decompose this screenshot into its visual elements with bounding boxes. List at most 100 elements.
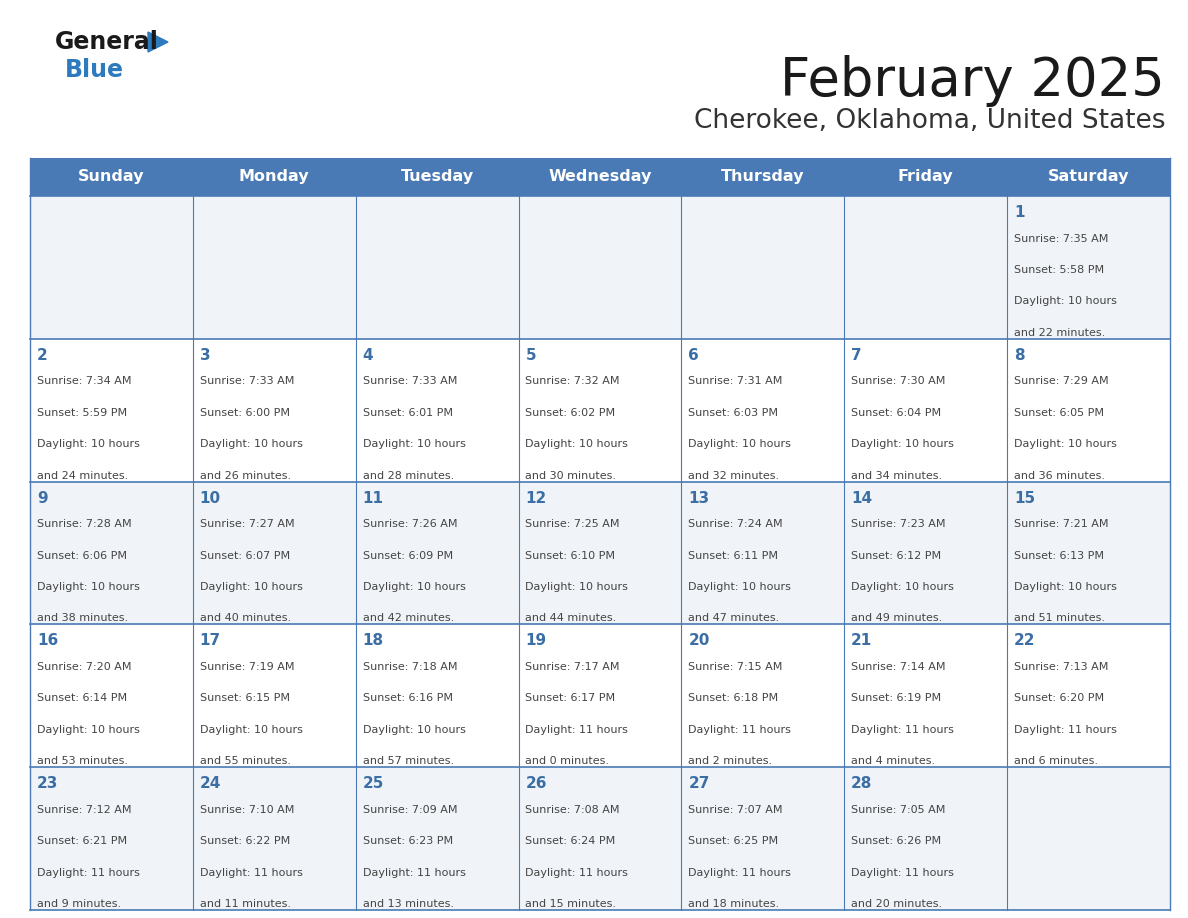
Text: Blue: Blue (65, 58, 124, 82)
Text: February 2025: February 2025 (781, 55, 1165, 107)
Text: Sunset: 6:23 PM: Sunset: 6:23 PM (362, 836, 453, 846)
Bar (1007, 158, 1170, 196)
Text: Sunset: 6:09 PM: Sunset: 6:09 PM (362, 551, 453, 561)
Text: Sunset: 6:00 PM: Sunset: 6:00 PM (200, 408, 290, 418)
Text: Daylight: 10 hours: Daylight: 10 hours (37, 725, 140, 734)
Text: Thursday: Thursday (721, 170, 804, 185)
Text: 11: 11 (362, 490, 384, 506)
Bar (30, 196, 1170, 339)
Text: Saturday: Saturday (1048, 170, 1130, 185)
Text: Daylight: 10 hours: Daylight: 10 hours (200, 439, 303, 449)
Text: Sunset: 5:58 PM: Sunset: 5:58 PM (1015, 265, 1104, 275)
Text: and 44 minutes.: and 44 minutes. (525, 613, 617, 623)
Text: Sunrise: 7:34 AM: Sunrise: 7:34 AM (37, 376, 132, 386)
Text: 22: 22 (1015, 633, 1036, 648)
Text: 24: 24 (200, 777, 221, 791)
Text: 3: 3 (200, 348, 210, 363)
Text: Sunset: 6:01 PM: Sunset: 6:01 PM (362, 408, 453, 418)
Text: Sunrise: 7:17 AM: Sunrise: 7:17 AM (525, 662, 620, 672)
Text: Daylight: 11 hours: Daylight: 11 hours (362, 868, 466, 878)
Text: and 51 minutes.: and 51 minutes. (1015, 613, 1105, 623)
Text: 5: 5 (525, 348, 536, 363)
Text: Daylight: 10 hours: Daylight: 10 hours (851, 439, 954, 449)
Bar (30, 767, 1170, 910)
Bar (192, 158, 355, 196)
Text: 1: 1 (1015, 205, 1024, 220)
Text: Sunrise: 7:15 AM: Sunrise: 7:15 AM (688, 662, 783, 672)
Text: 18: 18 (362, 633, 384, 648)
Text: Sunrise: 7:35 AM: Sunrise: 7:35 AM (1015, 233, 1108, 243)
Text: and 13 minutes.: and 13 minutes. (362, 899, 454, 909)
Text: 27: 27 (688, 777, 709, 791)
Text: 20: 20 (688, 633, 709, 648)
Text: Daylight: 11 hours: Daylight: 11 hours (688, 725, 791, 734)
Text: and 55 minutes.: and 55 minutes. (200, 756, 291, 767)
Text: Sunrise: 7:30 AM: Sunrise: 7:30 AM (851, 376, 946, 386)
Text: Sunday: Sunday (78, 170, 145, 185)
Text: and 36 minutes.: and 36 minutes. (1015, 471, 1105, 481)
Text: Sunrise: 7:29 AM: Sunrise: 7:29 AM (1015, 376, 1108, 386)
Text: and 15 minutes.: and 15 minutes. (525, 899, 617, 909)
Text: Daylight: 10 hours: Daylight: 10 hours (362, 725, 466, 734)
Text: and 38 minutes.: and 38 minutes. (37, 613, 128, 623)
Text: and 26 minutes.: and 26 minutes. (200, 471, 291, 481)
Text: Sunset: 6:03 PM: Sunset: 6:03 PM (688, 408, 778, 418)
Text: Sunset: 6:17 PM: Sunset: 6:17 PM (525, 693, 615, 703)
Text: Wednesday: Wednesday (549, 170, 652, 185)
Text: Daylight: 10 hours: Daylight: 10 hours (851, 582, 954, 592)
Text: and 42 minutes.: and 42 minutes. (362, 613, 454, 623)
Text: Tuesday: Tuesday (400, 170, 474, 185)
Bar (30, 482, 1170, 624)
Text: Friday: Friday (898, 170, 954, 185)
Text: Cherokee, Oklahoma, United States: Cherokee, Oklahoma, United States (694, 108, 1165, 134)
Text: 25: 25 (362, 777, 384, 791)
Text: Sunrise: 7:14 AM: Sunrise: 7:14 AM (851, 662, 946, 672)
Text: Sunrise: 7:28 AM: Sunrise: 7:28 AM (37, 520, 132, 529)
Text: Sunrise: 7:26 AM: Sunrise: 7:26 AM (362, 520, 457, 529)
Text: 8: 8 (1015, 348, 1024, 363)
Text: Sunset: 6:06 PM: Sunset: 6:06 PM (37, 551, 127, 561)
Text: Sunrise: 7:31 AM: Sunrise: 7:31 AM (688, 376, 783, 386)
Text: 4: 4 (362, 348, 373, 363)
Text: Daylight: 11 hours: Daylight: 11 hours (1015, 725, 1117, 734)
Text: Sunset: 6:21 PM: Sunset: 6:21 PM (37, 836, 127, 846)
Text: and 57 minutes.: and 57 minutes. (362, 756, 454, 767)
Text: 13: 13 (688, 490, 709, 506)
Text: Sunset: 6:25 PM: Sunset: 6:25 PM (688, 836, 778, 846)
Text: and 4 minutes.: and 4 minutes. (851, 756, 935, 767)
Text: 10: 10 (200, 490, 221, 506)
Polygon shape (148, 32, 168, 52)
Text: Sunrise: 7:18 AM: Sunrise: 7:18 AM (362, 662, 457, 672)
Text: and 47 minutes.: and 47 minutes. (688, 613, 779, 623)
Text: Sunset: 6:05 PM: Sunset: 6:05 PM (1015, 408, 1104, 418)
Text: Sunrise: 7:21 AM: Sunrise: 7:21 AM (1015, 520, 1108, 529)
Text: Sunset: 6:26 PM: Sunset: 6:26 PM (851, 836, 941, 846)
Text: and 30 minutes.: and 30 minutes. (525, 471, 617, 481)
Text: Sunset: 6:24 PM: Sunset: 6:24 PM (525, 836, 615, 846)
Text: and 34 minutes.: and 34 minutes. (851, 471, 942, 481)
Text: Sunrise: 7:13 AM: Sunrise: 7:13 AM (1015, 662, 1108, 672)
Text: Sunrise: 7:23 AM: Sunrise: 7:23 AM (851, 520, 946, 529)
Text: 16: 16 (37, 633, 58, 648)
Text: Sunset: 6:22 PM: Sunset: 6:22 PM (200, 836, 290, 846)
Text: Daylight: 10 hours: Daylight: 10 hours (37, 439, 140, 449)
Text: Sunset: 6:13 PM: Sunset: 6:13 PM (1015, 551, 1104, 561)
Text: Daylight: 10 hours: Daylight: 10 hours (200, 582, 303, 592)
Bar (519, 158, 682, 196)
Text: Sunrise: 7:09 AM: Sunrise: 7:09 AM (362, 805, 457, 815)
Text: Sunrise: 7:24 AM: Sunrise: 7:24 AM (688, 520, 783, 529)
Text: 17: 17 (200, 633, 221, 648)
Text: and 0 minutes.: and 0 minutes. (525, 756, 609, 767)
Text: Daylight: 10 hours: Daylight: 10 hours (37, 582, 140, 592)
Text: Sunrise: 7:25 AM: Sunrise: 7:25 AM (525, 520, 620, 529)
Text: and 22 minutes.: and 22 minutes. (1015, 328, 1105, 338)
Text: Daylight: 10 hours: Daylight: 10 hours (1015, 582, 1117, 592)
Text: and 11 minutes.: and 11 minutes. (200, 899, 291, 909)
Text: Daylight: 10 hours: Daylight: 10 hours (525, 582, 628, 592)
Text: and 18 minutes.: and 18 minutes. (688, 899, 779, 909)
Text: Daylight: 10 hours: Daylight: 10 hours (362, 439, 466, 449)
Text: and 28 minutes.: and 28 minutes. (362, 471, 454, 481)
Text: and 32 minutes.: and 32 minutes. (688, 471, 779, 481)
Text: Daylight: 11 hours: Daylight: 11 hours (851, 725, 954, 734)
Text: 9: 9 (37, 490, 48, 506)
